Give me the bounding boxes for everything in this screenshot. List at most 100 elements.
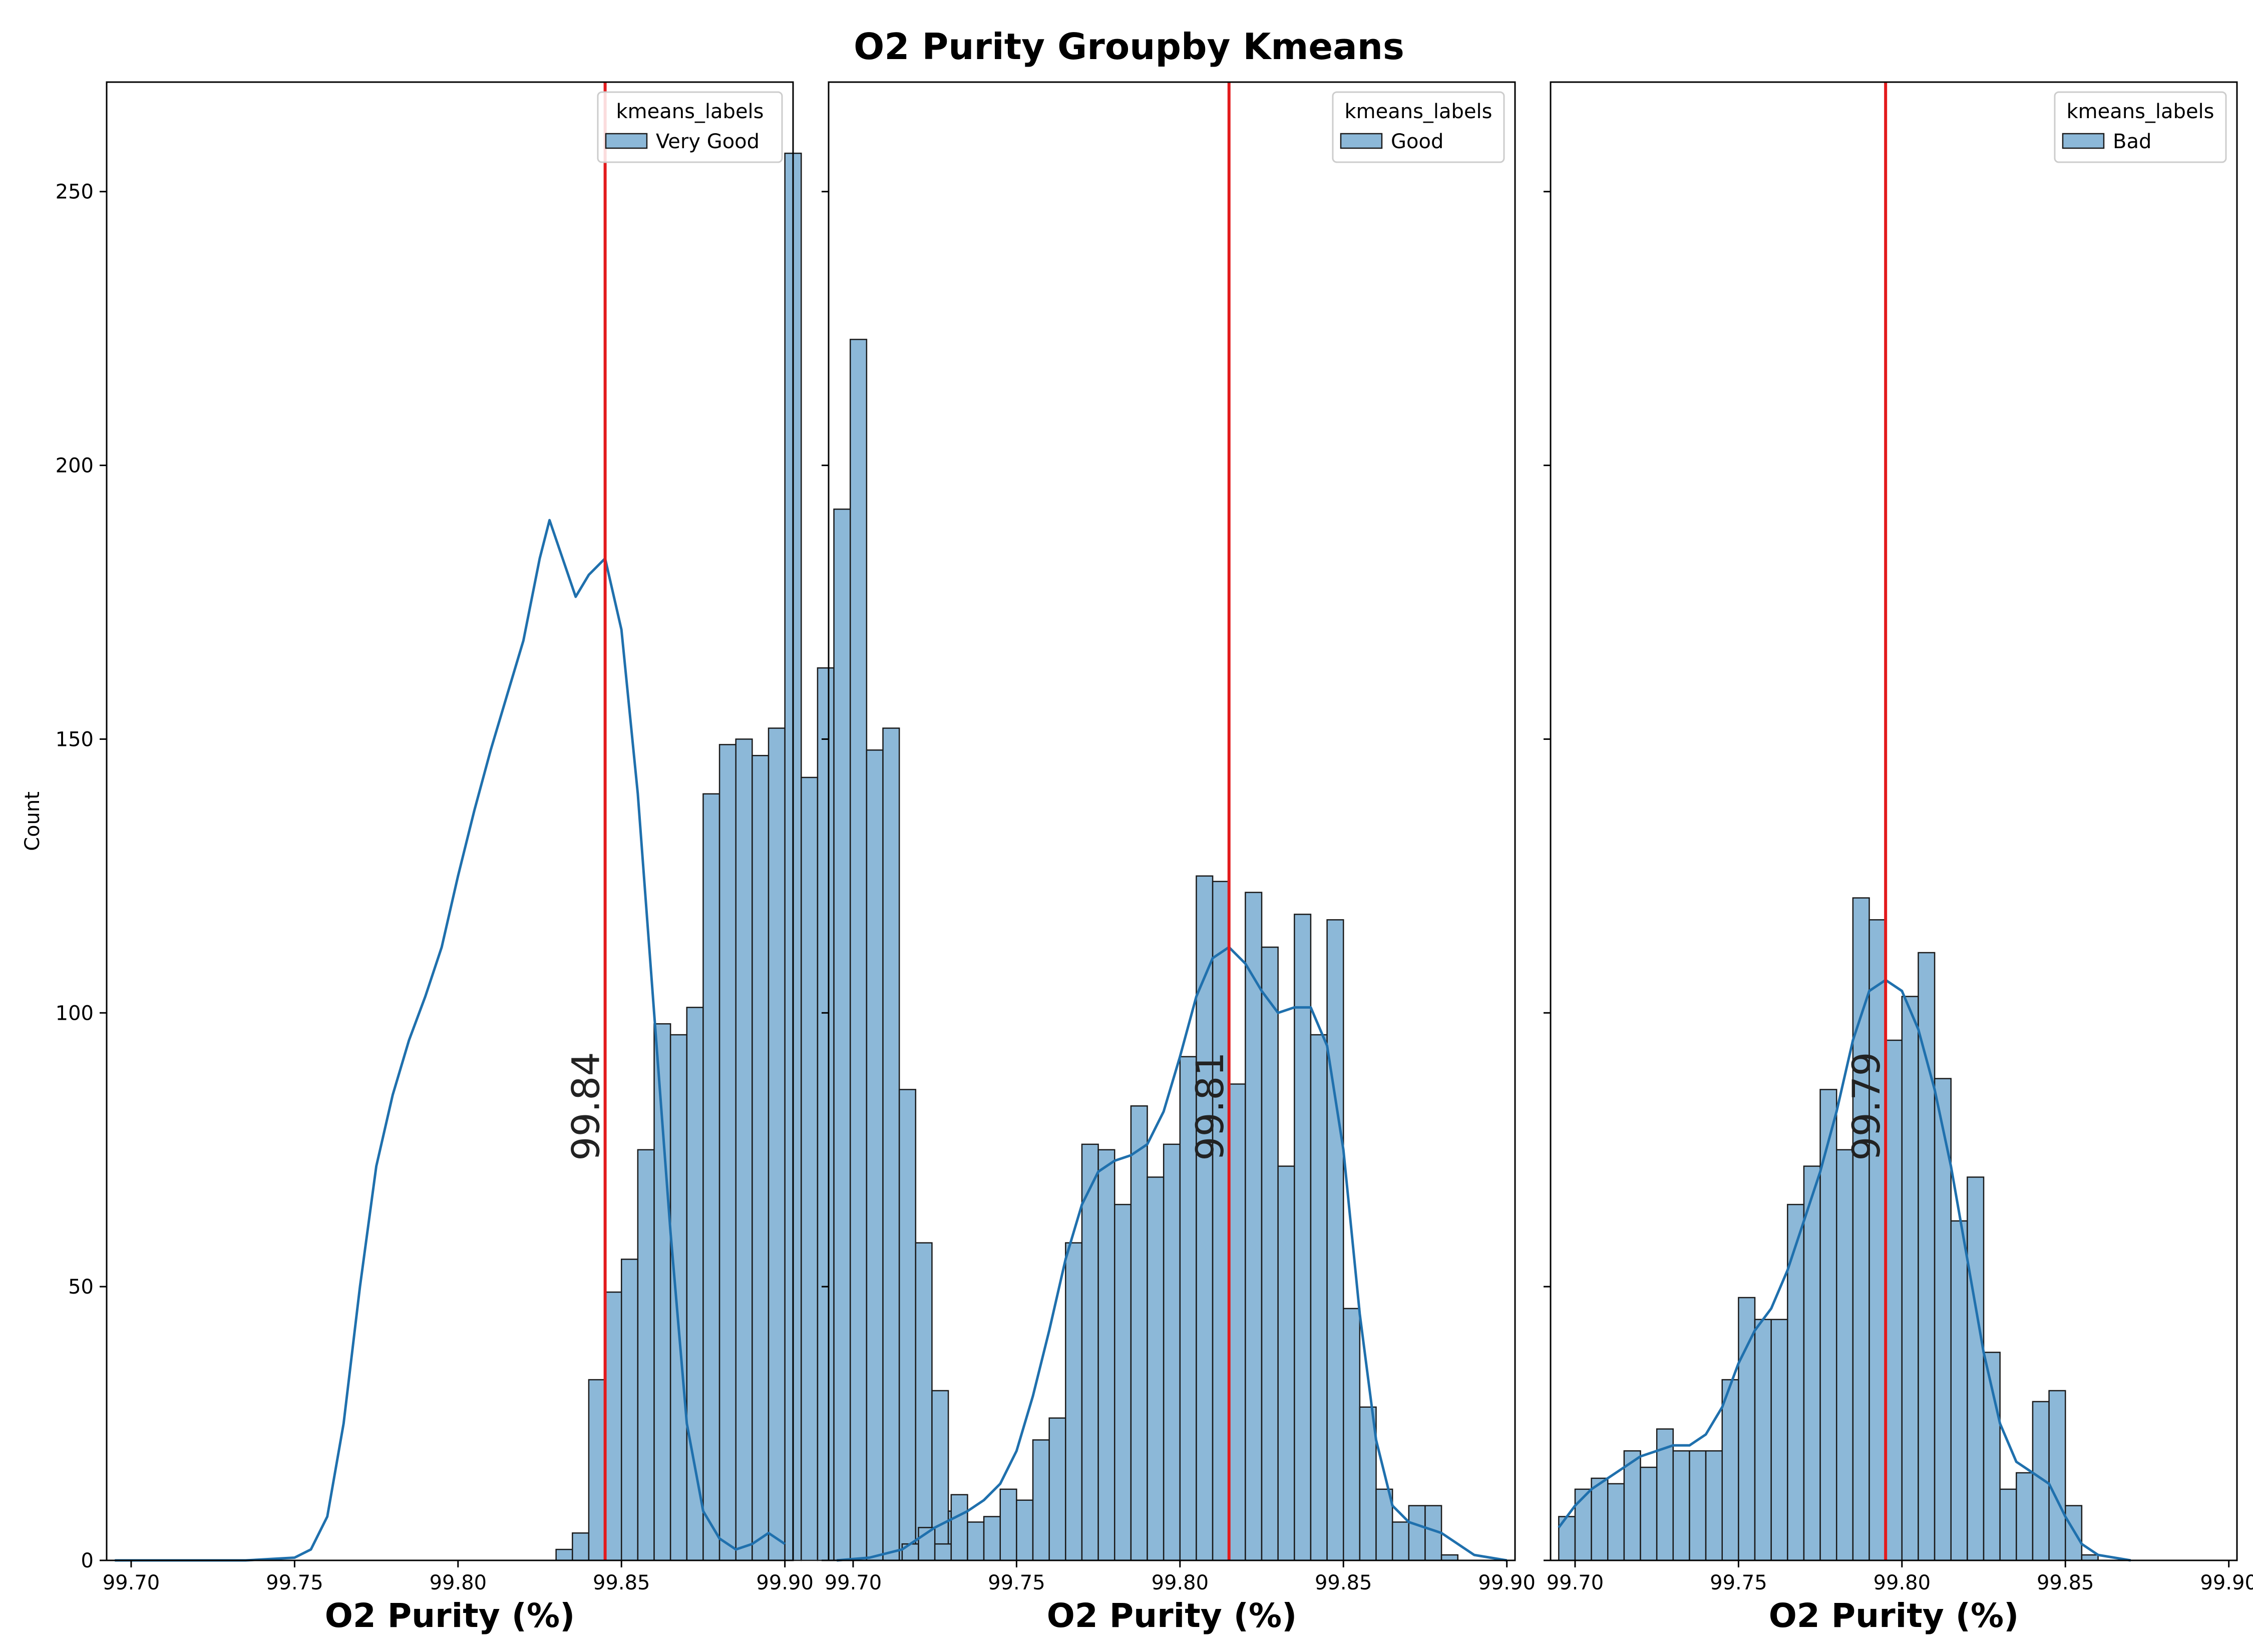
histogram-bar: [621, 1259, 639, 1561]
histogram-bar: [604, 1291, 622, 1561]
legend-label: Bad: [2113, 130, 2151, 153]
histogram-bar: [1343, 1308, 1361, 1561]
y-tick-label: 250: [56, 181, 94, 204]
histogram-bar: [1391, 1521, 1410, 1561]
histogram-bar: [882, 727, 900, 1561]
histogram-bar: [1574, 1488, 1592, 1561]
histogram-bar: [1294, 914, 1312, 1561]
legend: kmeans_labels Good: [1332, 91, 1505, 163]
x-axis-label: O2 Purity (%): [325, 1596, 575, 1635]
histogram-bar: [1163, 1143, 1181, 1561]
histogram-bars: [901, 875, 1459, 1561]
x-tick-label: 99.85: [593, 1571, 650, 1594]
histogram-bar: [1640, 1466, 1658, 1561]
y-axis-label: Count: [21, 791, 44, 851]
histogram-bar: [1016, 1499, 1034, 1561]
subplot-1: 99.84 99.70 99.75 99.80 99.85 99.90 0 50 100 150 2…: [21, 81, 1031, 1635]
mean-value-label: 99.84: [564, 1052, 608, 1161]
mean-value-label: 99.81: [1188, 1052, 1232, 1161]
kde-curve: [115, 519, 786, 1562]
x-axis-label: O2 Purity (%): [1769, 1596, 2019, 1635]
histogram-bar: [718, 744, 737, 1561]
histogram-bar: [1048, 1417, 1066, 1561]
x-tick-label: 99.90: [1478, 1571, 1536, 1594]
figure-title: O2 Purity Groupby Kmeans: [854, 26, 1404, 68]
histogram-bar: [1097, 1149, 1115, 1561]
histogram-bar: [999, 1488, 1017, 1561]
legend-swatch: [605, 133, 648, 149]
histogram-bar: [1623, 1450, 1641, 1561]
histogram-bar: [2065, 1505, 2083, 1561]
histogram-bar: [768, 727, 786, 1561]
x-axis-label: O2 Purity (%): [1047, 1596, 1297, 1635]
histogram-bar: [1852, 897, 1870, 1561]
x-tick-label: 99.70: [1547, 1571, 1604, 1594]
histogram-bar: [1081, 1143, 1099, 1561]
legend-label: Very Good: [656, 130, 760, 153]
histogram-bar: [1277, 1165, 1295, 1561]
histogram-bars: [555, 152, 1031, 1561]
histogram-bar: [1754, 1319, 1772, 1561]
histogram-bar: [915, 1242, 933, 1561]
histogram-bar: [702, 793, 720, 1561]
histogram-bar: [1705, 1450, 1723, 1561]
axes-frame: [1550, 81, 2238, 1561]
histogram-bar: [850, 338, 868, 1561]
histogram-bar: [1310, 1034, 1328, 1561]
legend: kmeans_labels Very Good: [597, 91, 783, 163]
histogram-bar: [1212, 881, 1230, 1561]
x-tick-label: 99.85: [1315, 1571, 1372, 1594]
histogram-bar: [752, 755, 770, 1561]
histogram-bar: [817, 667, 835, 1561]
x-tick-label: 99.85: [2037, 1571, 2094, 1594]
x-tick-label: 99.75: [988, 1571, 1045, 1594]
x-tick-label: 99.70: [825, 1571, 882, 1594]
x-tick-label: 99.70: [103, 1571, 160, 1594]
legend-label: Good: [1391, 130, 1443, 153]
histogram-bar: [1721, 1379, 1739, 1561]
x-tick-label: 99.80: [1873, 1571, 1931, 1594]
histogram-bar: [1130, 1105, 1148, 1561]
histogram-bar: [1114, 1203, 1132, 1561]
histogram-bar: [1326, 919, 1344, 1561]
axes-frame: [106, 81, 794, 1561]
legend-title: kmeans_labels: [1344, 100, 1492, 123]
legend-title: kmeans_labels: [2066, 100, 2214, 123]
histogram-bar: [1147, 1176, 1165, 1561]
y-tick-label: 50: [68, 1276, 94, 1299]
histogram-bar: [1672, 1450, 1690, 1561]
histogram-bar: [866, 749, 884, 1561]
histogram-bar: [1999, 1488, 2017, 1561]
histogram-bar: [572, 1532, 590, 1561]
histogram-bar: [2048, 1390, 2066, 1561]
histogram-bar: [983, 1516, 1001, 1561]
histogram-bar: [801, 776, 819, 1561]
histogram-bar: [1689, 1450, 1707, 1561]
legend-swatch: [2062, 133, 2105, 149]
histogram-bar: [2081, 1554, 2099, 1561]
histogram-bar: [1032, 1439, 1050, 1561]
axes-frame: [828, 81, 1516, 1561]
histogram-bar: [833, 508, 851, 1561]
legend: kmeans_labels Bad: [2054, 91, 2227, 163]
histogram-bar: [2016, 1472, 2034, 1561]
histogram-bar: [735, 738, 753, 1561]
y-tick-label: 100: [56, 1002, 94, 1025]
x-tick-label: 99.75: [266, 1571, 323, 1594]
histogram-bar: [1359, 1406, 1377, 1561]
histogram-bar: [1787, 1203, 1805, 1561]
histogram-bar: [934, 1543, 952, 1561]
y-tick-label: 0: [81, 1549, 94, 1572]
subplot-2: 99.81 99.70 99.75 99.80 99.85 99.90 O2 Purity …: [822, 81, 1536, 1635]
histogram-bar: [1408, 1505, 1426, 1561]
legend-title: kmeans_labels: [616, 100, 764, 123]
histogram-bar: [950, 1494, 968, 1561]
histogram-bar: [637, 1149, 655, 1561]
subplot-panels: 99.84 99.70 99.75 99.80 99.85 99.90 0 50 100 150 2…: [21, 81, 2253, 1635]
histogram-bar: [1607, 1483, 1625, 1561]
histogram-bar: [669, 1034, 688, 1561]
histogram-bar: [1836, 1149, 1854, 1561]
histogram-bar: [1065, 1242, 1083, 1561]
x-tick-label: 99.75: [1710, 1571, 1767, 1594]
